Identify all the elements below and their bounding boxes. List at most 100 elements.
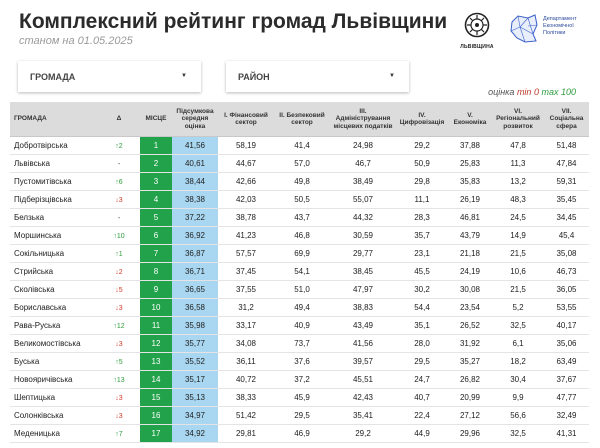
social-value: 59,31 — [544, 172, 589, 191]
hromada-dropdown[interactable]: ГРОМАДА ▼ — [18, 61, 201, 92]
score-value: 38,44 — [172, 172, 218, 191]
taxes-value: 24,98 — [330, 136, 396, 155]
column-header-score[interactable]: Підсумкова середня оцінка — [172, 102, 218, 137]
delta-indicator: ↑6 — [115, 179, 123, 186]
table-row[interactable]: Бориславська ↓3 10 36,58 31,2 49,4 38,83 54,4 23… — [10, 298, 589, 317]
table-row[interactable]: Львівська - 2 40,61 44,67 57,0 46,7 50,9 25,83 11… — [10, 154, 589, 173]
table-row[interactable]: Новояричівська ↑13 14 35,17 40,72 37,2 45,51 24… — [10, 370, 589, 389]
security-value: 40,9 — [274, 316, 330, 335]
place-value: 14 — [140, 370, 172, 389]
taxes-value: 29,77 — [330, 244, 396, 263]
delta-value: ↑2 — [98, 136, 140, 155]
delta-value: ↑1 — [98, 244, 140, 263]
hromada-name: Стрийська — [10, 262, 98, 281]
column-header-digital[interactable]: IV. Цифровізація — [396, 102, 448, 137]
table-row[interactable]: Великомостівська ↓3 12 35,77 34,08 73,7 41,56 2… — [10, 334, 589, 353]
chevron-down-icon: ▼ — [389, 73, 395, 79]
hromada-name: Рава-Руська — [10, 316, 98, 335]
column-header-delta[interactable]: Δ — [98, 102, 140, 137]
economy-value: 23,54 — [448, 298, 492, 317]
table-row[interactable]: Белзька - 5 37,22 38,78 43,7 44,32 28,3 46,81 24,… — [10, 208, 589, 227]
delta-indicator: ↑13 — [113, 377, 125, 384]
place-value: 15 — [140, 388, 172, 407]
column-header-place[interactable]: МІСЦЕ — [140, 102, 172, 137]
social-value: 47,77 — [544, 388, 589, 407]
digital-value: 54,4 — [396, 298, 448, 317]
delta-indicator: ↓5 — [115, 287, 123, 294]
column-header-social[interactable]: VII. Соціальна сфера — [544, 102, 589, 137]
department-logo: Департамент Економічної Політики — [508, 13, 598, 50]
taxes-value: 38,83 — [330, 298, 396, 317]
security-value: 49,8 — [274, 172, 330, 191]
hromada-name: Добротвірська — [10, 136, 98, 155]
regional-value: 21,5 — [492, 244, 544, 263]
place-value: 6 — [140, 226, 172, 245]
chevron-down-icon: ▼ — [181, 73, 187, 79]
economy-value: 29,96 — [448, 424, 492, 443]
table-row[interactable]: Моршинська ↑10 6 36,92 41,23 46,8 30,59 35,7 43,… — [10, 226, 589, 245]
rating-table: ГРОМАДА Δ МІСЦЕ Підсумкова середня оцінк… — [10, 102, 589, 443]
security-value: 49,4 — [274, 298, 330, 317]
economy-value: 26,19 — [448, 190, 492, 209]
score-value: 40,61 — [172, 154, 218, 173]
digital-value: 29,2 — [396, 136, 448, 155]
table-row[interactable]: Сколівська ↓5 9 36,65 37,55 51,0 47,97 30,2 30,0… — [10, 280, 589, 299]
column-header-security[interactable]: II. Безпековий сектор — [274, 102, 330, 137]
security-value: 29,5 — [274, 406, 330, 425]
department-logo-line: Економічної — [543, 23, 574, 29]
finance-value: 41,23 — [218, 226, 274, 245]
score-value: 35,98 — [172, 316, 218, 335]
taxes-value: 41,56 — [330, 334, 396, 353]
economy-value: 26,52 — [448, 316, 492, 335]
delta-value: ↓3 — [98, 388, 140, 407]
table-row[interactable]: Пустомитівська ↑6 3 38,44 42,66 49,8 38,49 29,8… — [10, 172, 589, 191]
delta-indicator: ↑12 — [113, 323, 125, 330]
hromada-name: Підберізцівська — [10, 190, 98, 209]
taxes-value: 45,51 — [330, 370, 396, 389]
regional-value: 24,5 — [492, 208, 544, 227]
column-header-economy[interactable]: V. Економіка — [448, 102, 492, 137]
score-value: 35,13 — [172, 388, 218, 407]
table-row[interactable]: Добротвірська ↑2 1 41,56 58,19 41,4 24,98 29,2 3… — [10, 136, 589, 155]
taxes-value: 35,41 — [330, 406, 396, 425]
hromada-name: Новояричівська — [10, 370, 98, 389]
finance-value: 33,17 — [218, 316, 274, 335]
table-row[interactable]: Підберізцівська ↓3 4 38,38 42,03 50,5 55,07 11,… — [10, 190, 589, 209]
place-value: 4 — [140, 190, 172, 209]
table-row[interactable]: Шептицька ↓3 15 35,13 38,33 45,9 42,43 40,7 20,9… — [10, 388, 589, 407]
table-row[interactable]: Стрийська ↓2 8 36,71 37,45 54,1 38,45 45,5 24,19… — [10, 262, 589, 281]
table-row[interactable]: Солонківська ↓3 16 34,97 51,42 29,5 35,41 22,4 2… — [10, 406, 589, 425]
column-header-hromada[interactable]: ГРОМАДА — [10, 102, 98, 137]
hromada-name: Меденицька — [10, 424, 98, 443]
digital-value: 23,1 — [396, 244, 448, 263]
score-value: 35,52 — [172, 352, 218, 371]
score-value: 38,38 — [172, 190, 218, 209]
digital-value: 30,2 — [396, 280, 448, 299]
column-header-regional[interactable]: VI. Регіональний розвиток — [492, 102, 544, 137]
delta-indicator: - — [117, 215, 121, 222]
finance-value: 34,08 — [218, 334, 274, 353]
table-row[interactable]: Сокільницька ↑1 7 36,87 57,57 69,9 29,77 23,1 21… — [10, 244, 589, 263]
column-header-finance[interactable]: I. Фінансовий сектор — [218, 102, 274, 137]
place-value: 11 — [140, 316, 172, 335]
legend-min: min 0 — [516, 87, 539, 97]
digital-value: 45,5 — [396, 262, 448, 281]
place-value: 17 — [140, 424, 172, 443]
delta-value: ↑13 — [98, 370, 140, 389]
raion-dropdown[interactable]: РАЙОН ▼ — [226, 61, 409, 92]
finance-value: 38,78 — [218, 208, 274, 227]
hromada-name: Бориславська — [10, 298, 98, 317]
table-row[interactable]: Меденицька ↑7 17 34,92 29,81 46,9 29,2 44,9 29,9… — [10, 424, 589, 443]
finance-value: 29,81 — [218, 424, 274, 443]
table-row[interactable]: Буська ↑5 13 35,52 36,11 37,6 39,57 29,5 35,27 18… — [10, 352, 589, 371]
hromada-name: Солонківська — [10, 406, 98, 425]
delta-value: ↓2 — [98, 262, 140, 281]
digital-value: 29,8 — [396, 172, 448, 191]
delta-value: - — [98, 154, 140, 173]
delta-value: ↓3 — [98, 190, 140, 209]
regional-value: 21,5 — [492, 280, 544, 299]
column-header-taxes[interactable]: III. Адміністрування місцевих податків — [330, 102, 396, 137]
department-logo-text: Департамент Економічної Політики — [543, 16, 577, 37]
score-value: 34,97 — [172, 406, 218, 425]
table-row[interactable]: Рава-Руська ↑12 11 35,98 33,17 40,9 43,49 35,1 2… — [10, 316, 589, 335]
